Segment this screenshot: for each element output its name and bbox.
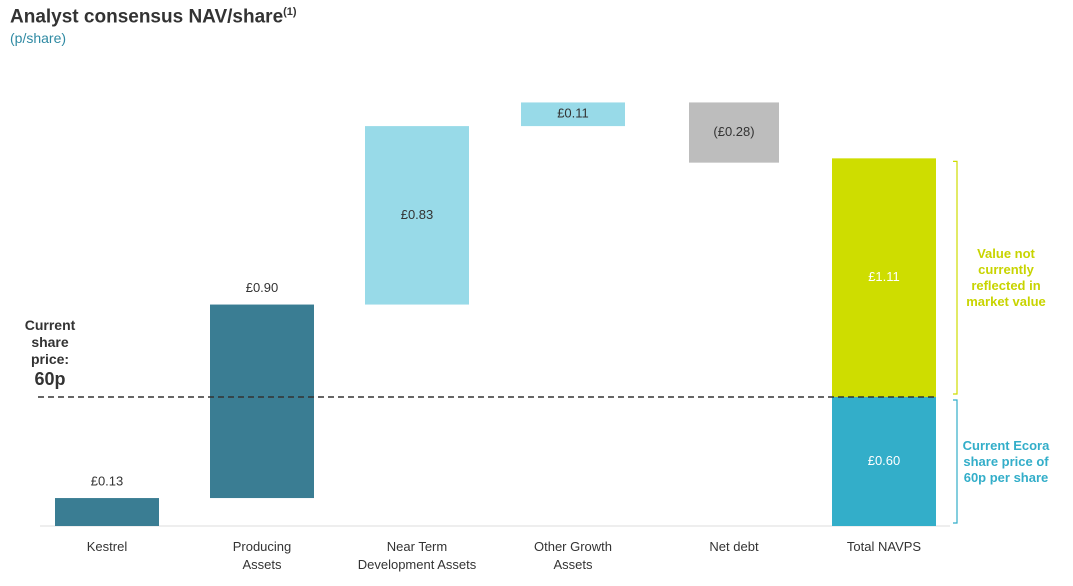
value-label: £0.83 [401, 207, 434, 222]
annotation: Current Ecora share price of 60p per sha… [962, 437, 1050, 485]
chart-title: Analyst consensus NAV/share [10, 6, 284, 28]
x-tick-label: Net debt [709, 539, 759, 554]
chart-title-block: Analyst consensus NAV/share(1) [10, 6, 297, 28]
total-segment [832, 397, 936, 526]
brace [953, 399, 958, 524]
brace [953, 160, 958, 395]
value-label: £0.60 [868, 453, 901, 468]
bar [689, 102, 779, 163]
bar [210, 304, 314, 499]
bar [55, 498, 159, 526]
value-label: £0.11 [557, 106, 589, 121]
x-tick-label: Total NAVPS [846, 539, 922, 554]
x-tick-label: Kestrel [86, 539, 128, 554]
total-segment [832, 158, 936, 397]
chart-subtitle: (p/share) [10, 30, 67, 46]
x-tick-label: Near Term Development Assets [357, 539, 477, 572]
bar [365, 126, 469, 305]
x-tick-label: Other Growth Assets [533, 539, 613, 572]
bar [521, 102, 625, 127]
value-label: (£0.28) [713, 124, 754, 139]
reference-caption: Current share price: [24, 317, 76, 367]
value-label: £0.13 [91, 473, 124, 488]
value-label: £0.90 [246, 280, 279, 295]
reference-label: 60p [34, 369, 66, 389]
title-footnote: (1) [283, 6, 297, 18]
x-tick-label: Producing Assets [232, 539, 292, 572]
value-label: £1.11 [868, 269, 900, 284]
annotation: Value not currently reflected in market … [966, 245, 1046, 309]
